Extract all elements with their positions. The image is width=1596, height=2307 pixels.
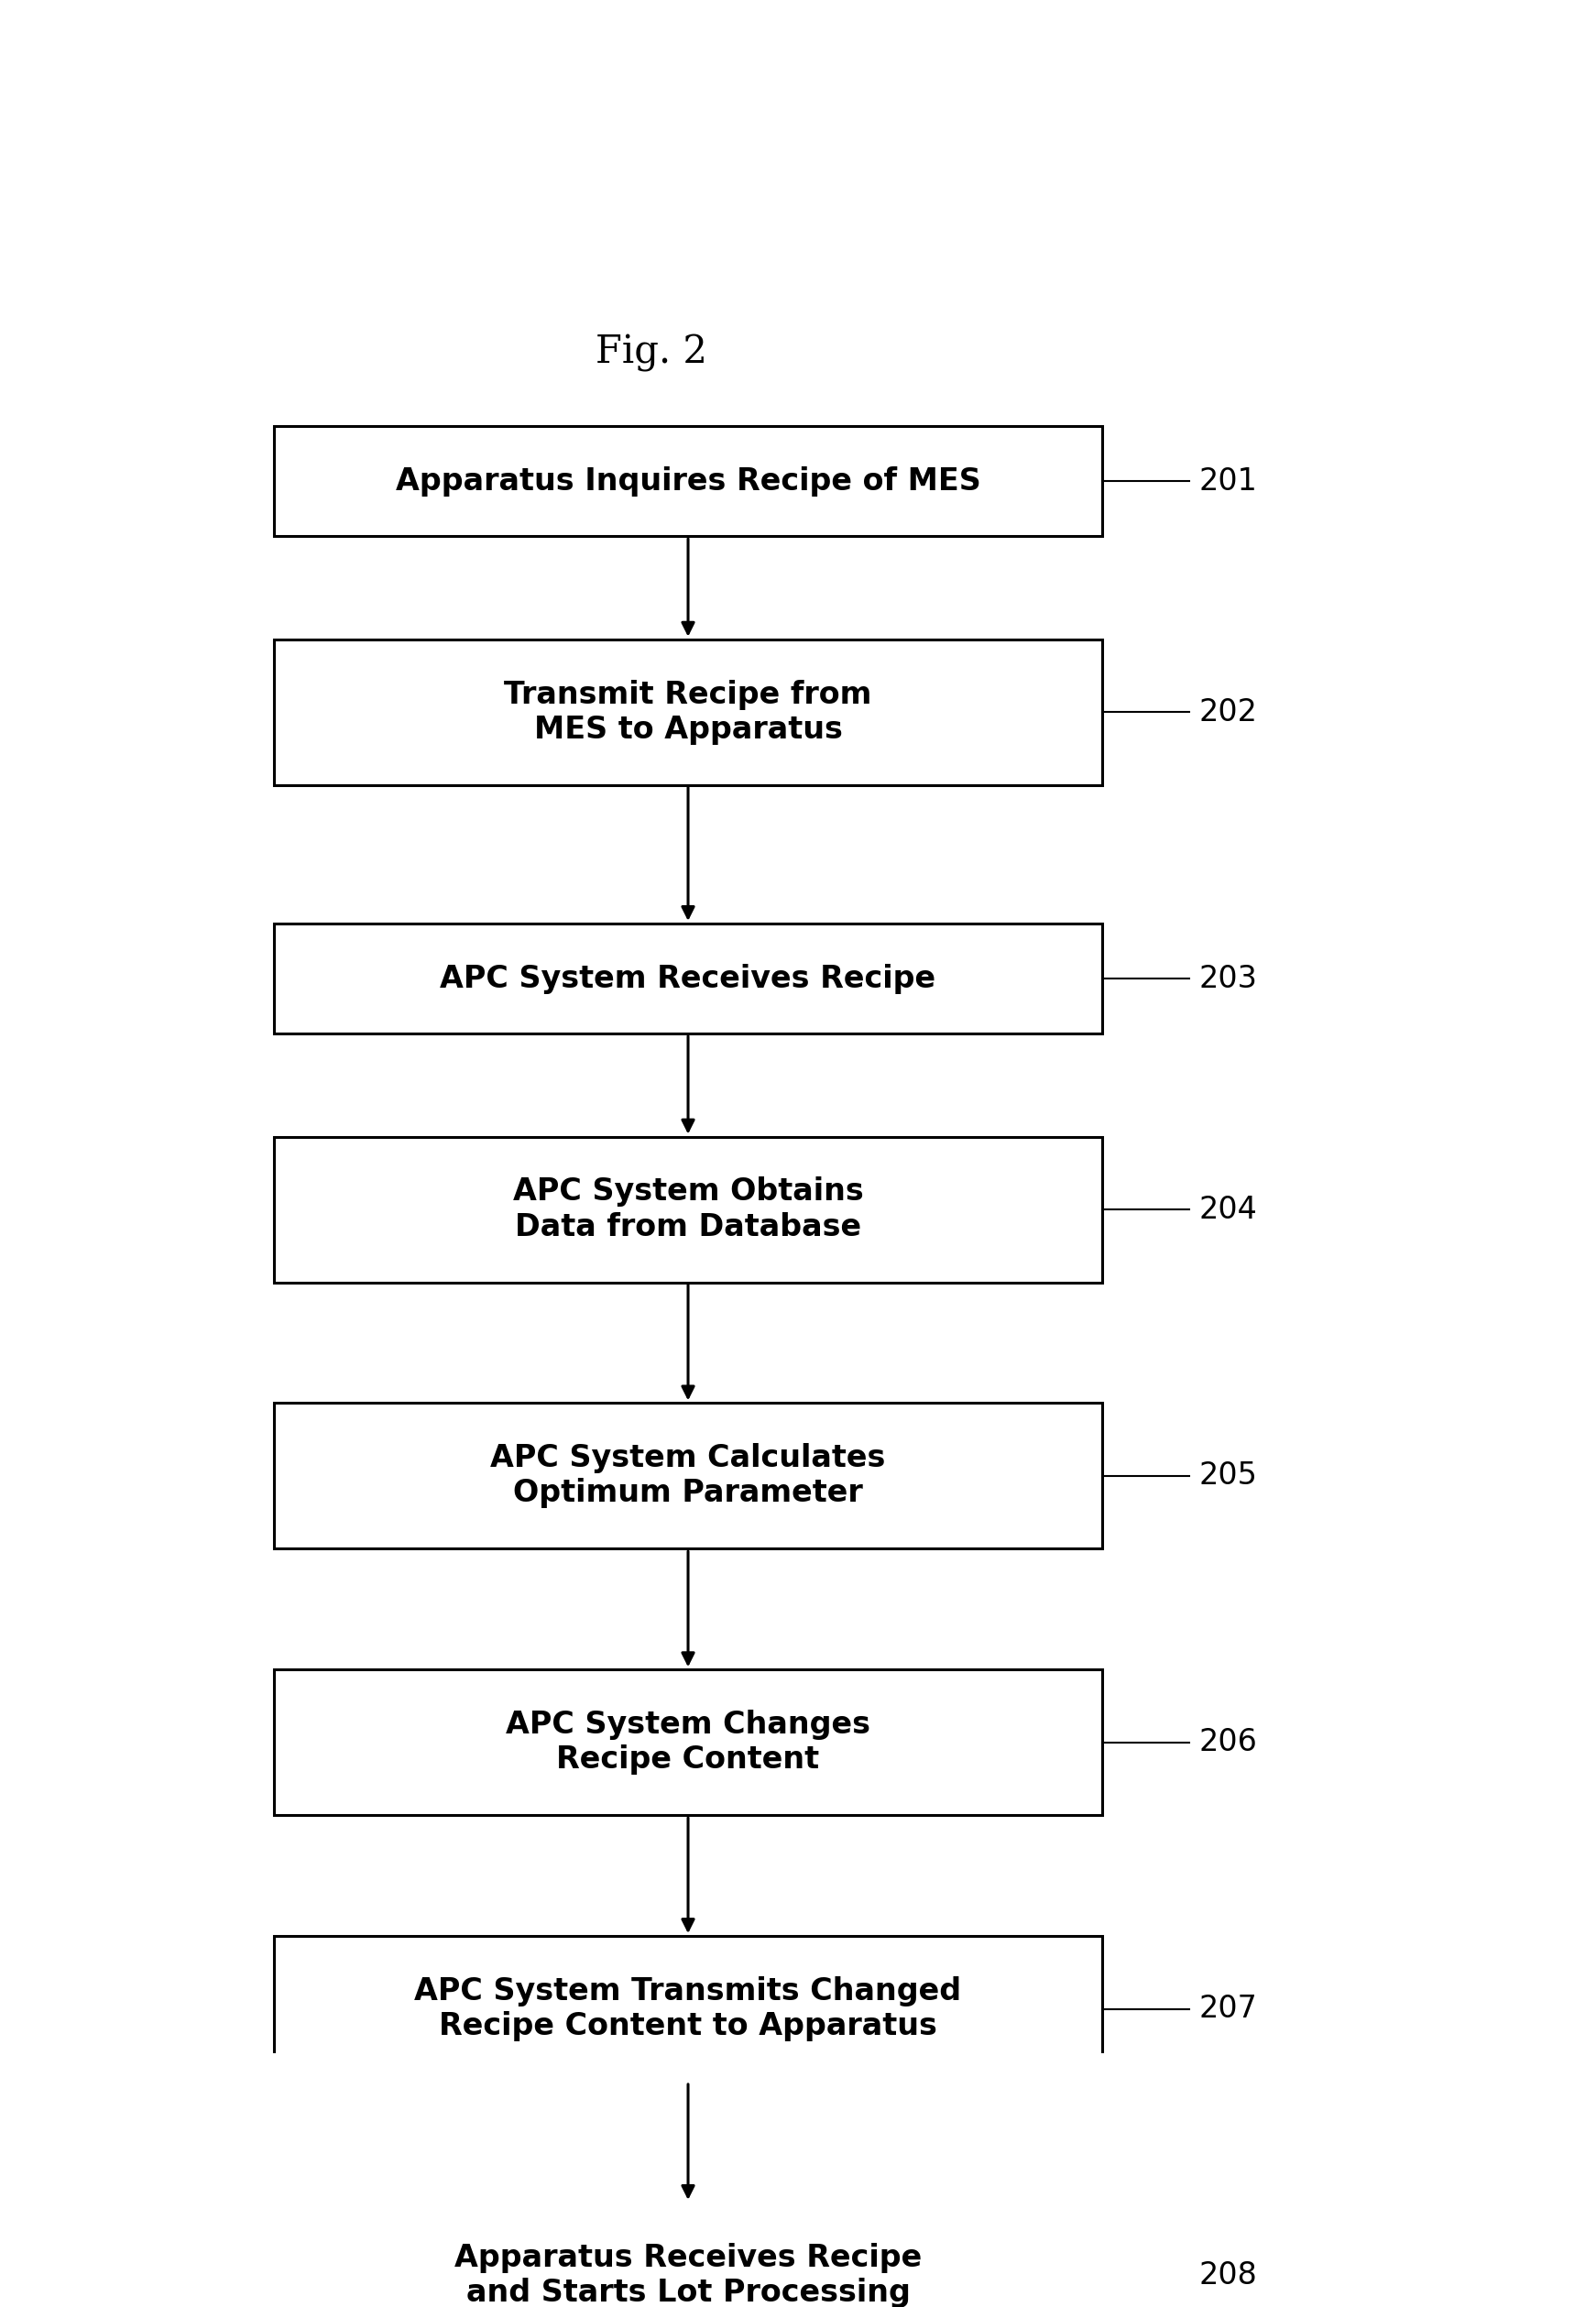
- Text: APC System Calculates
Optimum Parameter: APC System Calculates Optimum Parameter: [490, 1444, 886, 1509]
- Text: Fig. 2: Fig. 2: [595, 335, 707, 371]
- Text: 208: 208: [1199, 2261, 1258, 2291]
- Text: APC System Changes
Recipe Content: APC System Changes Recipe Content: [506, 1709, 870, 1774]
- Bar: [275, 427, 1103, 535]
- Text: Apparatus Receives Recipe
and Starts Lot Processing: Apparatus Receives Recipe and Starts Lot…: [455, 2242, 922, 2307]
- Text: 203: 203: [1199, 964, 1258, 994]
- Bar: [275, 2203, 1103, 2307]
- Bar: [275, 923, 1103, 1034]
- Text: 201: 201: [1199, 466, 1258, 496]
- Text: 204: 204: [1199, 1195, 1258, 1225]
- Text: APC System Receives Recipe: APC System Receives Recipe: [440, 964, 935, 994]
- Bar: [275, 639, 1103, 784]
- Bar: [275, 1403, 1103, 1548]
- Text: APC System Obtains
Data from Database: APC System Obtains Data from Database: [512, 1177, 863, 1241]
- Text: Transmit Recipe from
MES to Apparatus: Transmit Recipe from MES to Apparatus: [504, 681, 871, 745]
- Text: Apparatus Inquires Recipe of MES: Apparatus Inquires Recipe of MES: [396, 466, 980, 496]
- Text: 206: 206: [1199, 1728, 1258, 1758]
- Text: APC System Transmits Changed
Recipe Content to Apparatus: APC System Transmits Changed Recipe Cont…: [415, 1977, 962, 2042]
- Bar: [275, 1137, 1103, 1283]
- Bar: [275, 1936, 1103, 2081]
- Text: 207: 207: [1199, 1993, 1258, 2023]
- Text: 205: 205: [1199, 1460, 1258, 1490]
- Text: 202: 202: [1199, 697, 1258, 727]
- Bar: [275, 1670, 1103, 1816]
